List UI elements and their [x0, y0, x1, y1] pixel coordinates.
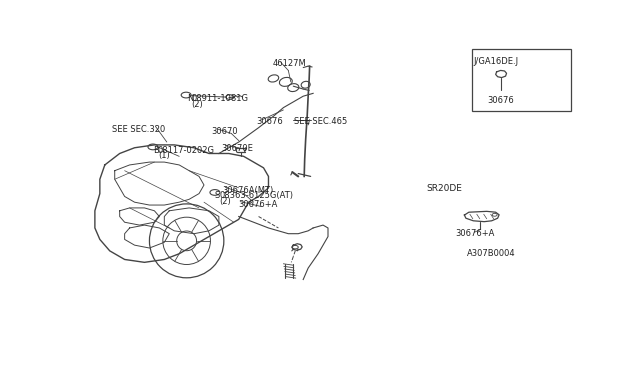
- Text: 08911-1081G: 08911-1081G: [191, 94, 248, 103]
- Text: 30676+A: 30676+A: [239, 200, 278, 209]
- Text: (1): (1): [158, 151, 170, 160]
- Text: 30670: 30670: [211, 127, 238, 136]
- Text: (2): (2): [220, 197, 231, 206]
- Text: S: S: [215, 191, 220, 200]
- Bar: [472, 49, 571, 110]
- Text: 30676+A: 30676+A: [455, 230, 494, 238]
- Text: A307B0004: A307B0004: [467, 250, 515, 259]
- Text: B: B: [153, 146, 159, 155]
- Text: SEE SEC.465: SEE SEC.465: [294, 117, 348, 126]
- Text: (2): (2): [191, 100, 203, 109]
- Text: 30676A(MT): 30676A(MT): [222, 186, 274, 195]
- Text: 30676: 30676: [488, 96, 515, 105]
- Text: 08363-6125G(AT): 08363-6125G(AT): [220, 191, 293, 200]
- Text: SR20DE: SR20DE: [426, 185, 462, 193]
- Text: J/GA16DE.J: J/GA16DE.J: [474, 57, 518, 66]
- Text: SEE SEC.320: SEE SEC.320: [112, 125, 166, 134]
- Text: 08117-0202G: 08117-0202G: [158, 146, 215, 155]
- Text: N: N: [187, 94, 193, 103]
- Text: 46127M: 46127M: [273, 59, 306, 68]
- Text: 30676: 30676: [256, 117, 283, 126]
- Text: 30670E: 30670E: [221, 144, 253, 153]
